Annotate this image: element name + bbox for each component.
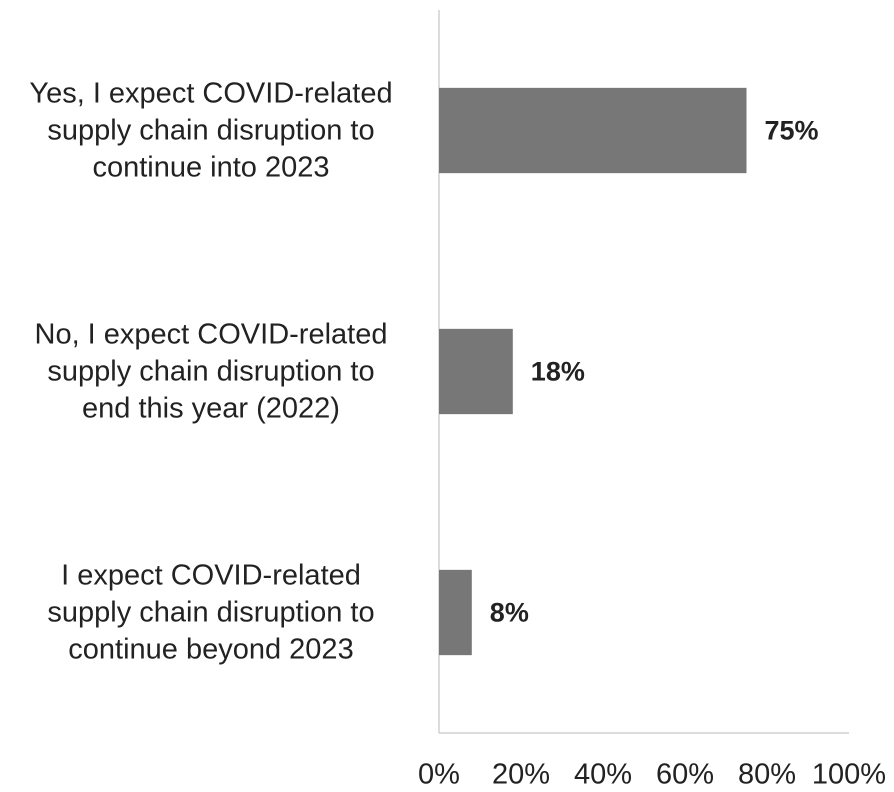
x-tick-label: 100% [812,759,886,791]
x-tick-label: 60% [656,759,714,791]
x-tick-label: 40% [574,759,632,791]
bar [439,569,472,656]
x-tick-label: 80% [738,759,796,791]
value-label: 75% [765,116,819,146]
bar [439,87,747,174]
bar [439,328,513,415]
category-label: Yes, I expect COVID-related supply chain… [29,77,393,183]
x-tick-label: 20% [492,759,550,791]
category-label: I expect COVID-related supply chain disr… [47,559,375,665]
category-label: No, I expect COVID-related supply chain … [34,318,388,424]
x-tick-label: 0% [418,759,460,791]
value-label: 18% [531,357,585,387]
value-label: 8% [490,598,529,628]
